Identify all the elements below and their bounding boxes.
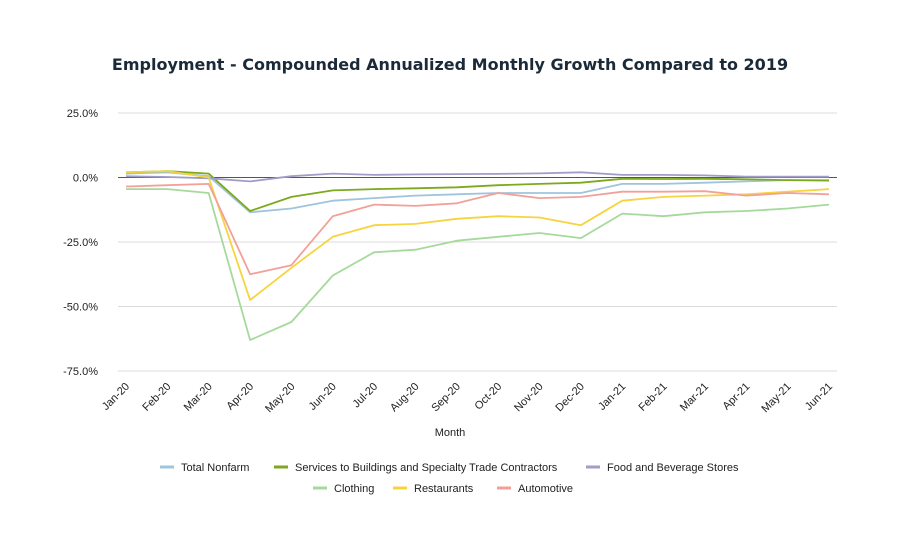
series-line-restaurants [125, 170, 830, 301]
series-line-automotive [125, 182, 830, 276]
legend-label: Automotive [518, 483, 573, 495]
y-tick-label: 25.0% [67, 108, 98, 120]
x-axis-title: Month [435, 427, 466, 439]
x-tick-label: Jul-20 [351, 381, 381, 411]
x-tick-label: Jan-21 [596, 381, 628, 413]
series-line-services-to-buildings-and-specialty-trade-contractors [125, 170, 830, 212]
x-tick-label: Feb-21 [637, 381, 670, 414]
legend-label: Clothing [334, 483, 374, 495]
legend: Total Nonfarm Services to Buildings and S… [160, 462, 739, 495]
y-tick-label: -25.0% [63, 237, 98, 249]
x-tick-label: Nov-20 [512, 381, 546, 415]
x-tick-label: Jun-21 [803, 381, 835, 413]
x-tick-label: Apr-20 [224, 381, 256, 413]
x-tick-label: Sep-20 [429, 381, 463, 415]
gridlines [118, 112, 837, 372]
x-tick-label: May-21 [759, 381, 793, 415]
x-axis-ticks: Jan-20 Feb-20 Mar-20 Apr-20 May-20 Jun-20 Jul-… [100, 381, 835, 415]
x-tick-label: Dec-20 [553, 381, 587, 415]
series-line-total-nonfarm [125, 171, 829, 214]
legend-label: Food and Beverage Stores [607, 462, 739, 474]
x-tick-label: Mar-21 [678, 381, 711, 414]
x-tick-label: Jun-20 [307, 381, 339, 413]
x-tick-label: Apr-21 [721, 381, 753, 413]
chart-title: Employment - Compounded Annualized Month… [112, 55, 788, 74]
x-tick-label: May-20 [263, 381, 297, 415]
y-tick-label: -50.0% [63, 302, 98, 314]
x-tick-label: Oct-20 [472, 381, 504, 413]
series-line-food-and-beverage-stores [125, 171, 829, 183]
y-axis-ticks: 25.0% 0.0% -25.0% -50.0% -75.0% [63, 108, 98, 378]
legend-label: Restaurants [414, 483, 474, 495]
y-tick-label: -75.0% [63, 366, 98, 378]
series-lines [125, 170, 830, 341]
x-tick-label: Aug-20 [388, 381, 422, 415]
x-tick-label: Feb-20 [140, 381, 173, 414]
legend-label: Total Nonfarm [181, 462, 249, 474]
x-tick-label: Jan-20 [100, 381, 132, 413]
series-line-clothing [126, 188, 830, 341]
legend-label: Services to Buildings and Specialty Trad… [295, 462, 558, 474]
x-tick-label: Mar-20 [182, 381, 215, 414]
y-tick-label: 0.0% [73, 173, 98, 185]
